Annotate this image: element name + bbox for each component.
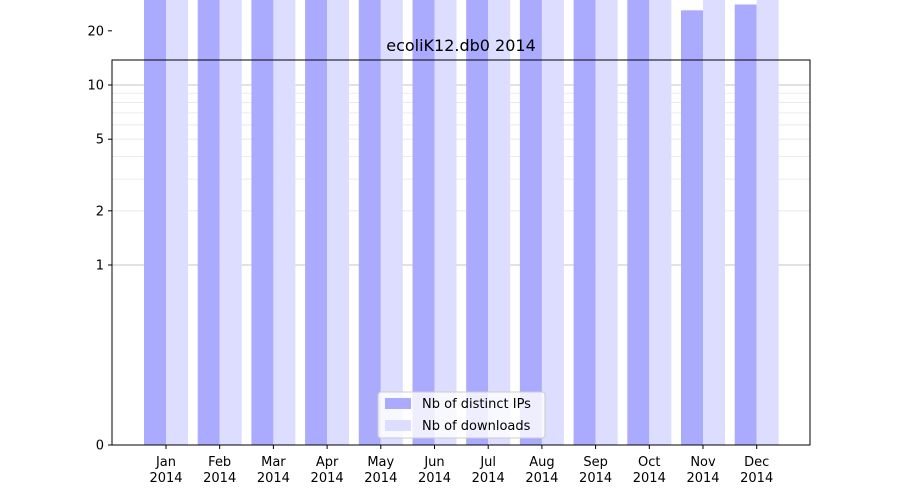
y-tick-label: 0 xyxy=(96,439,104,454)
x-tick-label-month: Aug xyxy=(529,455,554,470)
bar-downloads-sep xyxy=(595,0,618,445)
bar-downloads-nov xyxy=(703,0,725,445)
bar-downloads-apr xyxy=(327,0,350,446)
x-tick-label-jan: Jan 2014 xyxy=(149,455,182,486)
x-tick-label-year: 2014 xyxy=(633,471,666,486)
bar-downloads-oct xyxy=(649,0,672,446)
bar-distinct-ips-may xyxy=(358,0,381,446)
y-tick-label: 10 xyxy=(87,79,104,94)
x-tick-label-jul: Jul 2014 xyxy=(472,455,505,486)
x-tick-label-month: Sep xyxy=(583,455,608,470)
x-tick-label-month: Jun xyxy=(423,455,444,470)
plot-area-frame xyxy=(111,59,811,446)
bar-downloads-dec xyxy=(756,0,779,446)
x-tick-label-year: 2014 xyxy=(686,471,719,486)
x-tick-label-month: Oct xyxy=(638,455,660,470)
bar-distinct-ips-jul xyxy=(466,0,489,446)
x-tick-label-year: 2014 xyxy=(257,471,290,486)
legend-box xyxy=(377,391,546,439)
bar-distinct-ips-apr xyxy=(305,0,328,445)
x-tick-label-month: Mar xyxy=(261,455,286,470)
bar-distinct-ips-jun xyxy=(412,0,435,446)
x-tick-label-month: Jan xyxy=(155,455,176,470)
legend-label-series-1: Nb of distinct IPs xyxy=(422,397,531,412)
x-tick-label-month: Nov xyxy=(690,455,716,470)
x-tick-label-jun: Jun 2014 xyxy=(418,455,451,486)
x-tick-label-year: 2014 xyxy=(149,471,182,486)
x-tick-label-apr: Apr 2014 xyxy=(311,455,344,486)
chart-title: ecoliK12.db0 2014 xyxy=(386,36,536,55)
bar-distinct-ips-aug xyxy=(519,0,542,445)
bar-distinct-ips-nov xyxy=(681,10,703,445)
bar-downloads-mar xyxy=(273,0,296,446)
legend: Nb of distinct IPs Nb of downloads xyxy=(377,391,546,439)
legend-swatch-series-1 xyxy=(385,398,411,409)
y-tick-label: 5 xyxy=(96,133,104,148)
x-tick-label-year: 2014 xyxy=(311,471,344,486)
bar-downloads-feb xyxy=(219,0,242,446)
legend-swatch-series-2 xyxy=(385,420,411,431)
x-tick-label-year: 2014 xyxy=(418,471,451,486)
x-tick-label-year: 2014 xyxy=(472,471,505,486)
x-tick-label-year: 2014 xyxy=(364,471,397,486)
legend-label-series-2: Nb of downloads xyxy=(422,419,531,434)
x-tick-label-nov: Nov 2014 xyxy=(686,455,719,486)
bar-downloads-aug xyxy=(541,0,564,445)
x-tick-label-mar: Mar 2014 xyxy=(257,455,290,486)
x-tick-label-year: 2014 xyxy=(579,471,612,486)
bar-distinct-ips-oct xyxy=(627,0,650,446)
bar-distinct-ips-jan xyxy=(144,0,166,445)
bar-downloads-may xyxy=(380,0,403,446)
x-tick-label-year: 2014 xyxy=(203,471,236,486)
bar-distinct-ips-sep xyxy=(573,0,596,446)
y-tick-label: 20 xyxy=(87,24,104,39)
x-tick-label-month: Feb xyxy=(208,455,231,470)
x-tick-label-sep: Sep 2014 xyxy=(579,455,612,486)
bars xyxy=(144,0,779,446)
x-tick-label-aug: Aug 2014 xyxy=(525,455,558,486)
x-tick-label-month: May xyxy=(367,455,394,470)
x-tick-label-may: May 2014 xyxy=(364,455,397,486)
x-tick-label-feb: Feb 2014 xyxy=(203,455,236,486)
x-tick-label-month: Apr xyxy=(316,455,339,470)
x-tick-label-month: Jul xyxy=(479,455,496,470)
bar-distinct-ips-dec xyxy=(734,4,757,445)
x-tick-label-month: Dec xyxy=(744,455,769,470)
bar-downloads-jul xyxy=(488,0,511,445)
x-tick-label-year: 2014 xyxy=(740,471,773,486)
bar-downloads-jun xyxy=(434,0,457,445)
x-tick-label-oct: Oct 2014 xyxy=(633,455,666,486)
y-axis: 0125102050100 xyxy=(87,24,112,454)
bar-distinct-ips-mar xyxy=(251,0,274,445)
bar-distinct-ips-feb xyxy=(197,0,220,446)
bar-downloads-jan xyxy=(166,0,188,446)
x-tick-label-dec: Dec 2014 xyxy=(740,455,773,486)
y-tick-label: 1 xyxy=(96,259,104,274)
x-tick-label-year: 2014 xyxy=(525,471,558,486)
y-tick-label: 2 xyxy=(96,204,104,219)
